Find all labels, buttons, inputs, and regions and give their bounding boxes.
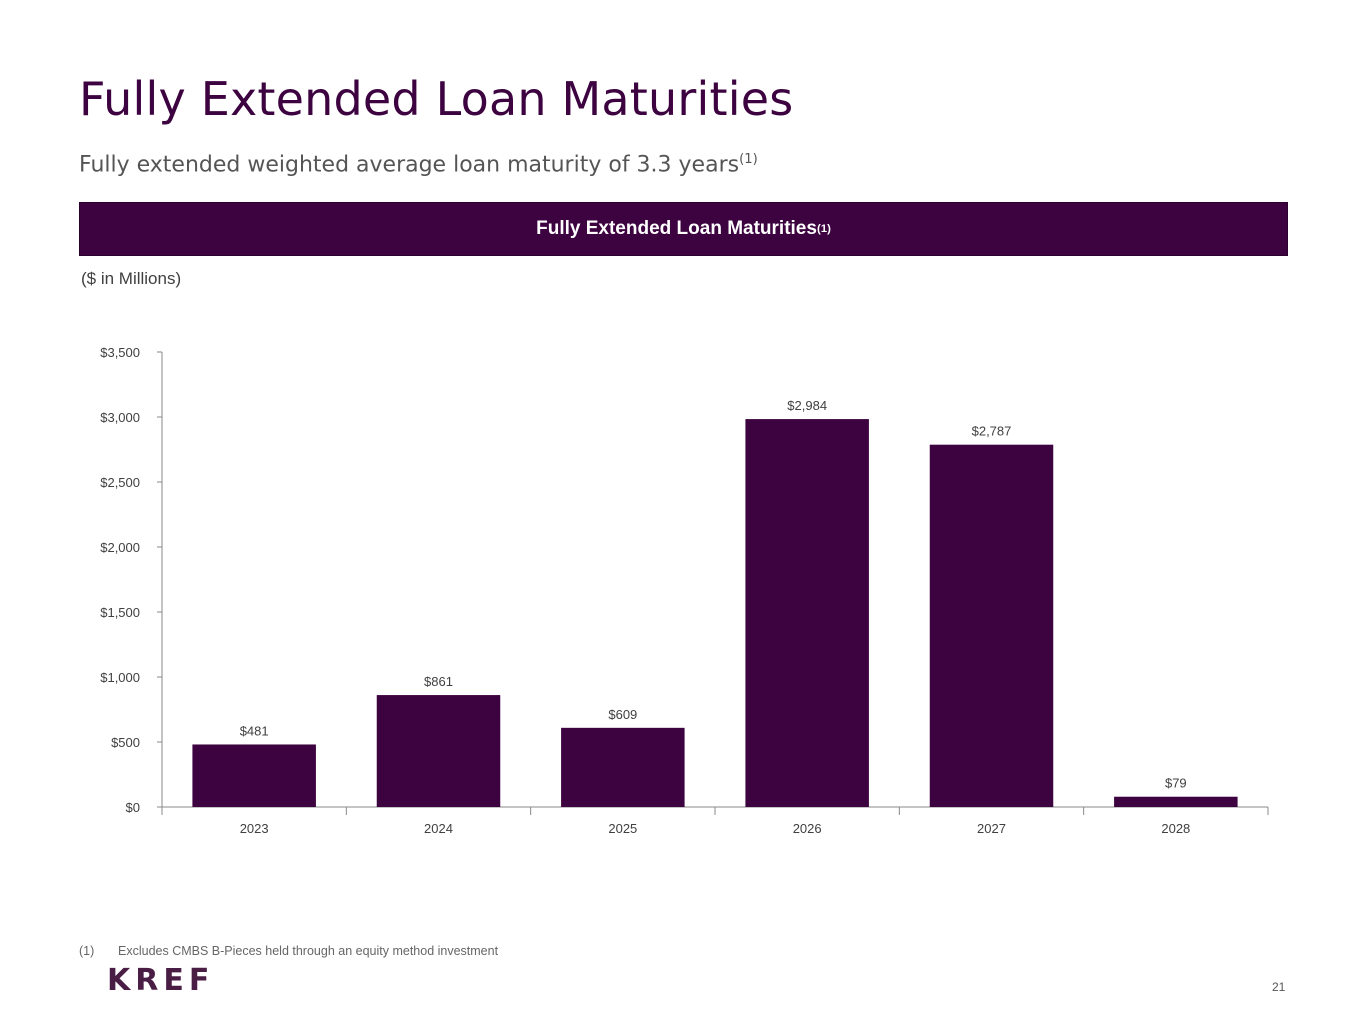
bar-chart: $0 $500 $1,000 $1,500 $2,000 $2,500 $3,000 $3,5… [100,345,1269,836]
page-subtitle: Fully extended weighted average loan mat… [79,152,758,177]
x-tick-label: 2027 [977,821,1006,836]
y-tick-label: $2,000 [100,540,140,555]
data-label-2028: $79 [1165,776,1187,791]
kref-logo: KREF [107,963,215,998]
y-tick-label: $0 [126,800,140,815]
chart-banner: Fully Extended Loan Maturities (1) [79,202,1288,256]
data-label-2023: $481 [240,723,269,738]
bar-2026 [745,419,869,807]
y-tick-label: $3,500 [100,345,140,360]
page-number: 21 [1272,980,1286,994]
banner-footnote-ref: (1) [816,223,831,235]
banner-title: Fully Extended Loan Maturities [536,218,817,239]
y-tick-label: $1,000 [100,670,140,685]
data-label-2026: $2,984 [787,398,827,413]
data-label-2027: $2,787 [972,424,1012,439]
page-title: Fully Extended Loan Maturities [79,72,794,126]
bar-2024 [376,695,501,807]
footnote-text: Excludes CMBS B-Pieces held through an e… [118,944,499,958]
footnote: (1) Excludes CMBS B-Pieces held through a… [79,944,498,958]
x-axis-ticks: 2023 2024 2025 2026 2027 2028 [161,807,1269,836]
x-tick-label: 2028 [1161,821,1190,836]
x-tick-label: 2025 [608,821,637,836]
y-tick-label: $1,500 [100,605,140,620]
y-axis-ticks: $0 $500 $1,000 $1,500 $2,000 $2,500 $3,000 $3,5… [100,345,162,815]
bar-2028 [1114,796,1238,807]
x-tick-label: 2023 [240,821,269,836]
units-label: ($ in Millions) [81,269,182,288]
footnote-number: (1) [79,944,95,958]
bar-2027 [929,444,1054,807]
data-label-2025: $609 [608,707,637,722]
bar-2023 [192,744,316,807]
subtitle-text: Fully extended weighted average loan mat… [79,152,740,178]
data-label-2024: $861 [424,674,453,689]
y-tick-label: $3,000 [100,410,140,425]
y-tick-label: $2,500 [100,475,140,490]
x-tick-label: 2024 [424,821,453,836]
data-labels: $481 $861 $609 $2,984 $2,787 $79 [240,398,1187,791]
x-tick-label: 2026 [793,821,822,836]
subtitle-footnote-ref: (1) [739,152,758,167]
bar-series [192,419,1238,807]
y-tick-label: $500 [111,735,140,750]
bar-2025 [561,727,685,807]
